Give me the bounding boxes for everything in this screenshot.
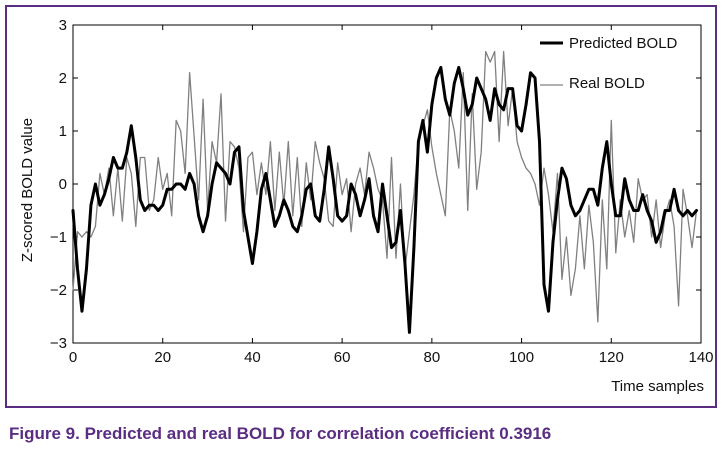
y-axis-title: Z-scored BOLD value bbox=[19, 118, 36, 262]
figure-caption: Figure 9. Predicted and real BOLD for co… bbox=[9, 424, 552, 443]
legend-label-predicted: Predicted BOLD bbox=[569, 35, 678, 52]
x-tick-label: 120 bbox=[599, 349, 624, 366]
line-chart: −3 −2 −1 0 1 2 3 0 20 40 60 80 100 120 140 Z-scored B… bbox=[19, 17, 714, 395]
x-axis-title: Time samples bbox=[611, 378, 704, 395]
y-tick-label: 2 bbox=[59, 70, 67, 87]
x-tick-label: 100 bbox=[509, 349, 534, 366]
x-tick-label: 40 bbox=[244, 349, 261, 366]
y-tick-label: 0 bbox=[59, 176, 67, 193]
x-axis: 0 20 40 60 80 100 120 140 bbox=[69, 25, 714, 366]
series-layer bbox=[71, 50, 699, 334]
legend: Predicted BOLD Real BOLD bbox=[540, 35, 678, 92]
y-tick-label: −2 bbox=[50, 282, 67, 299]
plot-area: −3 −2 −1 0 1 2 3 0 20 40 60 80 100 120 140 bbox=[50, 17, 714, 366]
y-tick-label: −1 bbox=[50, 229, 67, 246]
x-tick-label: 140 bbox=[688, 349, 713, 366]
series-line-predicted-bold bbox=[71, 65, 699, 334]
series-line-real-bold bbox=[72, 50, 698, 323]
y-tick-label: 1 bbox=[59, 123, 67, 140]
x-tick-label: 20 bbox=[154, 349, 171, 366]
y-tick-label: 3 bbox=[59, 17, 67, 34]
x-tick-label: 0 bbox=[69, 349, 77, 366]
x-tick-label: 80 bbox=[424, 349, 441, 366]
legend-label-real: Real BOLD bbox=[569, 75, 645, 92]
axes-box bbox=[72, 24, 702, 344]
x-tick-label: 60 bbox=[334, 349, 351, 366]
y-tick-label: −3 bbox=[50, 335, 67, 352]
